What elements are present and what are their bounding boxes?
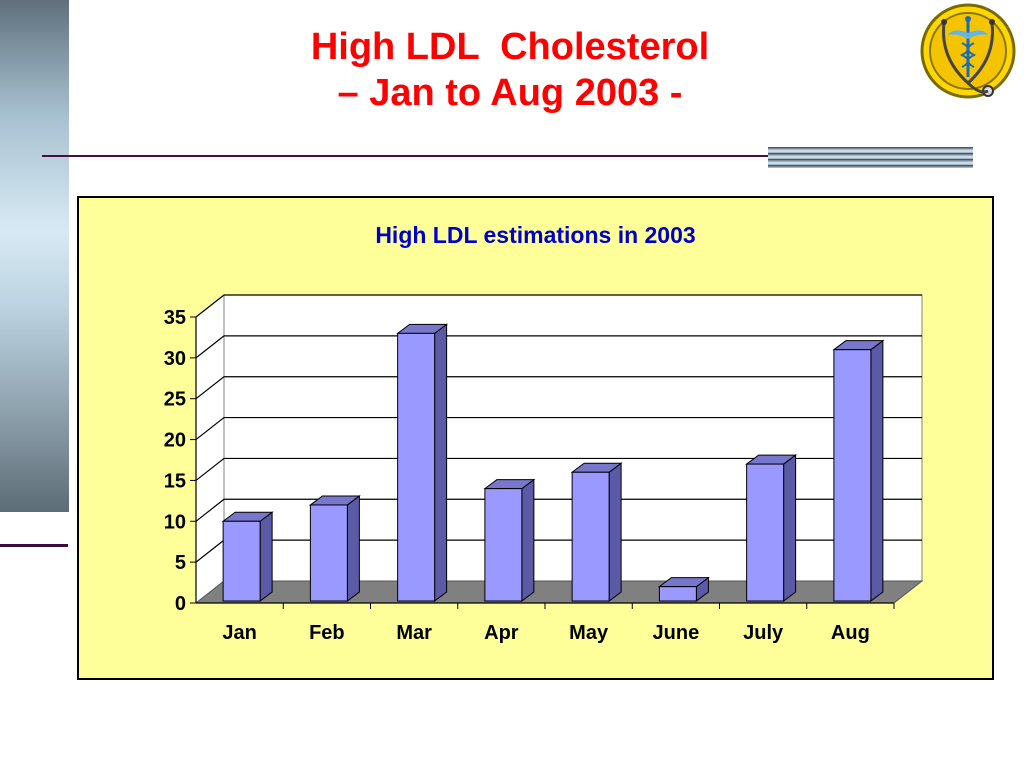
bar-side (346, 494, 360, 602)
title-divider (42, 155, 768, 157)
y-tick-label: 30 (164, 348, 186, 370)
bar (571, 471, 610, 602)
side-gradient-panel (0, 0, 69, 512)
x-tick-label: Mar (396, 622, 432, 644)
slide-title: High LDL Cholesterol – Jan to Aug 2003 - (160, 24, 860, 116)
slide-title-line-2: – Jan to Aug 2003 - (337, 72, 683, 114)
bar-side (608, 462, 622, 602)
y-tick-label: 25 (164, 389, 186, 411)
bar (833, 349, 872, 602)
bar (746, 463, 785, 602)
gridline (195, 416, 922, 441)
gridline (195, 294, 922, 318)
bar (309, 504, 348, 602)
y-tick-label: 20 (164, 430, 186, 452)
x-tick-label: Apr (484, 622, 519, 644)
gridline (195, 498, 922, 522)
x-tick-label: Aug (831, 622, 870, 644)
bar (658, 586, 697, 602)
slide-title-line-1: High LDL Cholesterol (310, 26, 710, 68)
y-tick-label: 35 (164, 307, 186, 329)
side-accent-line (0, 544, 68, 547)
y-tick-label: 0 (175, 593, 186, 615)
chart-title: High LDL estimations in 2003 (375, 222, 696, 248)
x-tick-label: May (569, 622, 609, 644)
caduceus-stethoscope-emblem-icon (920, 3, 1016, 99)
bar (397, 332, 436, 602)
x-tick-label: Jan (222, 622, 256, 644)
chart-side-wall (195, 293, 225, 605)
bar (222, 520, 261, 602)
bar-side (783, 454, 797, 602)
bar-side (259, 511, 273, 602)
bar (484, 488, 523, 602)
y-tick-label: 10 (164, 511, 186, 533)
x-tick-label: June (653, 622, 700, 644)
x-tick-label: Feb (309, 622, 345, 644)
bar-side (870, 339, 884, 602)
gridline (195, 335, 922, 359)
gridline (195, 457, 922, 481)
y-tick-label: 5 (175, 552, 186, 574)
bar-side (434, 323, 448, 602)
bar-chart: 0 5 10 15 20 25 30 35 Jan Feb Mar Apr May June July Aug (164, 293, 924, 644)
title-divider-bars (768, 147, 973, 168)
chart-floor (194, 580, 924, 604)
x-tick-label: July (743, 622, 784, 644)
bar-side (521, 478, 535, 602)
gridline (195, 376, 922, 400)
y-tick-label: 15 (164, 470, 186, 492)
chart-frame: High LDL estimations in 2003 0 5 10 15 20 25 3… (77, 196, 994, 680)
